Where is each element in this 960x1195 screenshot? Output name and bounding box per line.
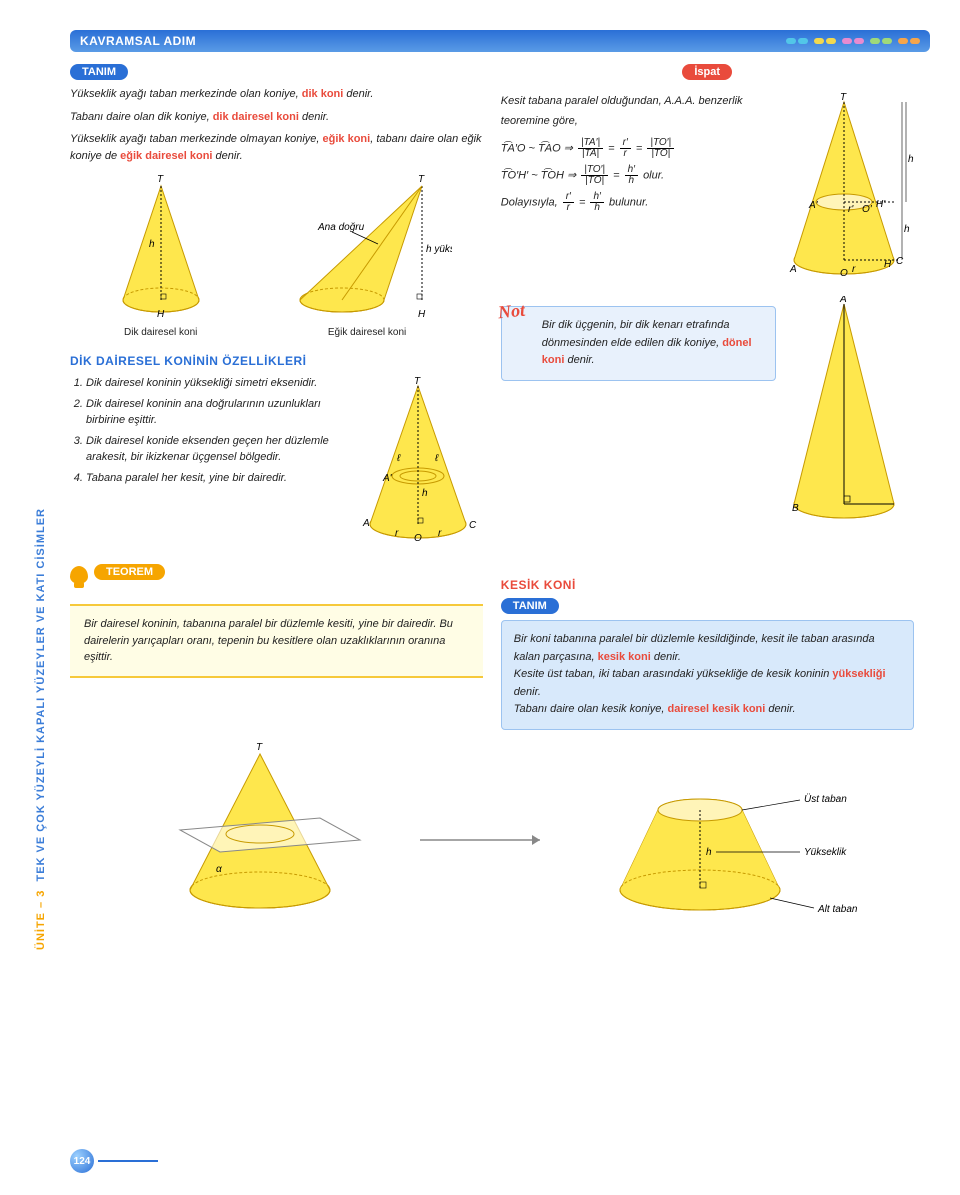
svg-text:Ana doğru: Ana doğru (317, 222, 365, 233)
svg-text:H: H (884, 259, 892, 270)
svg-text:A: A (789, 264, 797, 275)
svg-text:C: C (896, 256, 904, 267)
left-column: TANIM Yükseklik ayağı taban merkezinde o… (70, 64, 483, 730)
svg-text:C: C (469, 520, 477, 531)
tanim-tag-2: TANIM (501, 598, 559, 614)
list-item: Tabana paralel her kesit, yine bir daire… (86, 471, 341, 486)
ispat-tag: İspat (682, 64, 732, 80)
svg-text:h yükseklik: h yükseklik (426, 244, 452, 255)
section-header: KAVRAMSAL ADIM (70, 30, 930, 52)
svg-text:T: T (256, 742, 263, 753)
tanim-tag: TANIM (70, 64, 128, 80)
svg-text:B: B (792, 503, 799, 514)
svg-text:A: A (362, 518, 370, 529)
svg-text:T: T (157, 174, 164, 185)
props-list: Dik dairesel koninin yüksekliği simetri … (70, 376, 341, 492)
p3: Yükseklik ayağı taban merkezinde olmayan… (70, 131, 483, 164)
sidebar-title: ÜNİTE – 3 TEK VE ÇOK YÜZEYLİ KAPALI YÜZE… (30, 30, 52, 950)
svg-text:Yükseklik: Yükseklik (804, 847, 847, 858)
p1: Yükseklik ayağı taban merkezinde olan ko… (70, 86, 483, 103)
svg-text:H: H (418, 309, 426, 320)
teorem-box: Bir dairesel koninin, tabanına paralel b… (70, 604, 483, 678)
page-badge: 124 (70, 1149, 158, 1173)
not-box: Not Bir dik üçgenin, bir dik kenarı etra… (501, 306, 776, 381)
svg-text:Alt taban: Alt taban (817, 904, 858, 915)
p2: Tabanı daire olan dik koniye, dik daires… (70, 109, 483, 126)
kesik-tanim-box: Bir koni tabanına paralel bir düzlemle k… (501, 620, 914, 730)
svg-text:h: h (706, 847, 712, 858)
svg-text:h: h (149, 239, 155, 250)
header-title: KAVRAMSAL ADIM (80, 34, 196, 48)
oblique-cone-svg: T h yükseklik H Ana doğru (282, 172, 452, 322)
svg-text:O: O (414, 533, 422, 544)
svg-text:H: H (157, 309, 165, 320)
cone-diagrams: T h H Dik dairesel koni (70, 172, 483, 338)
svg-text:h': h' (908, 154, 914, 165)
svg-text:T: T (418, 174, 425, 185)
svg-text:A: A (839, 296, 847, 305)
page-number: 124 (70, 1149, 94, 1173)
teorem-tag: TEOREM (94, 564, 165, 580)
list-item: Dik dairesel koninin yüksekliği simetri … (86, 376, 341, 391)
not-label: Not (496, 296, 526, 327)
svg-text:H': H' (876, 199, 886, 210)
svg-text:h: h (904, 224, 910, 235)
svg-text:T: T (840, 92, 847, 103)
svg-text:α: α (216, 864, 222, 875)
header-dots (786, 38, 920, 44)
person-icon (70, 566, 88, 584)
svg-text:h: h (422, 488, 428, 499)
svg-text:T: T (414, 376, 421, 387)
list-item: Dik dairesel koninin ana doğrularının uz… (86, 397, 341, 428)
kesik-title: KESİK KONİ (501, 578, 914, 592)
ispat-cone-svg: T A' r'O' H' A rO H C h' h (784, 92, 914, 282)
bottom-diagram: T α Üst taban h Yükseklik Alt taban (70, 740, 930, 920)
svg-text:A': A' (382, 473, 393, 484)
right-column: İspat Kesit tabana paralel olduğundan, A… (501, 64, 914, 730)
teorem-head: TEOREM (70, 564, 483, 586)
big-rotating-cone-svg: A B (784, 296, 914, 526)
props-title: DİK DAİRESEL KONİNİN ÖZELLİKLERİ (70, 354, 483, 368)
svg-text:Üst taban: Üst taban (804, 793, 847, 805)
svg-text:O': O' (862, 204, 873, 215)
ispat-math: Kesit tabana paralel olduğundan, A.A.A. … (501, 92, 774, 213)
right-cone-svg: T h H (101, 172, 221, 322)
svg-text:A': A' (808, 200, 819, 211)
svg-text:O: O (840, 268, 848, 279)
props-cone-svg: T A' h ℓℓ A rr O C B (353, 376, 483, 546)
list-item: Dik dairesel konide eksenden geçen her d… (86, 434, 341, 465)
